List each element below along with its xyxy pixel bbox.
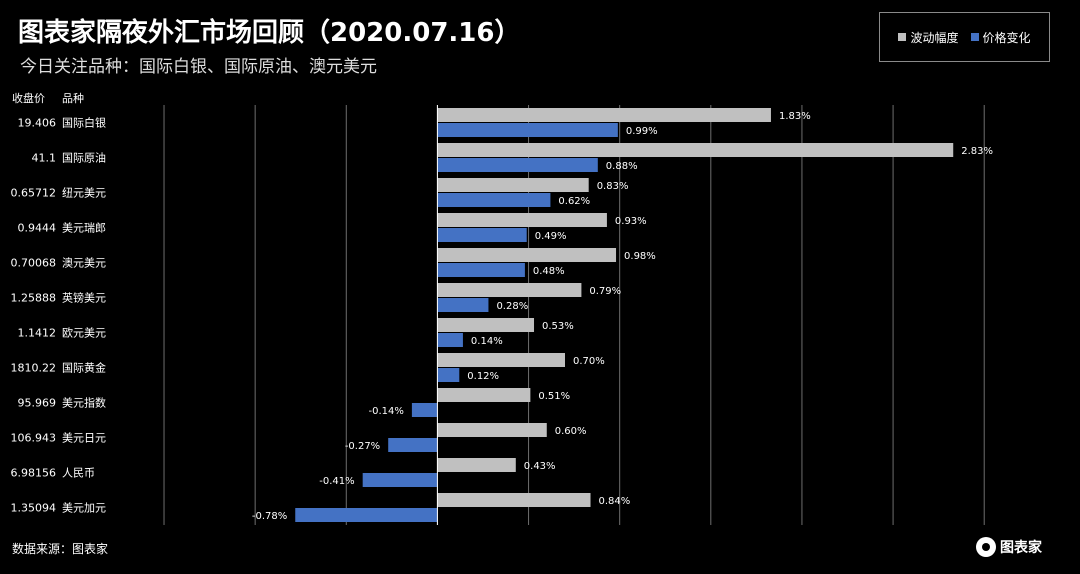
change-bar: [388, 438, 438, 452]
range-bar: [437, 108, 771, 122]
change-bar-label: -0.27%: [345, 441, 380, 452]
range-bar: [437, 213, 607, 227]
category-label: 澳元美元: [62, 257, 106, 270]
change-bar: [362, 473, 438, 487]
category-label: 纽元美元: [62, 186, 106, 200]
range-bar: [437, 143, 954, 157]
change-bar: [295, 508, 438, 522]
range-bar: [437, 353, 565, 367]
legend-item-range: 波动幅度: [898, 29, 959, 46]
closing-price-label: 41.1: [32, 152, 57, 165]
range-bar-label: 0.93%: [615, 216, 647, 227]
brand-logo: 图表家: [976, 537, 1042, 557]
range-bar: [437, 493, 591, 507]
category-label: 国际原油: [62, 151, 106, 165]
category-label: 美元日元: [62, 432, 106, 445]
change-bar-label: 0.48%: [533, 266, 565, 277]
category-label: 美元指数: [62, 396, 106, 410]
logo-icon: [976, 537, 996, 557]
change-bar-label: 0.28%: [496, 301, 528, 312]
change-bar-label: 0.99%: [626, 126, 658, 137]
legend-swatch-change: [970, 33, 979, 41]
closing-price-label: 1810.22: [11, 362, 57, 375]
range-bar: [437, 388, 531, 402]
change-bar: [437, 298, 489, 312]
range-bar-label: 1.83%: [779, 111, 811, 122]
change-bar-label: 0.49%: [535, 231, 567, 242]
category-label: 国际白银: [62, 116, 106, 130]
range-bar: [437, 248, 617, 262]
category-label: 美元加元: [62, 502, 106, 515]
change-bar: [437, 333, 463, 347]
legend-label-range: 波动幅度: [910, 30, 959, 45]
change-bar-label: 0.62%: [558, 196, 590, 207]
legend-label-change: 价格变化: [982, 30, 1031, 45]
range-bar-label: 2.83%: [961, 146, 993, 157]
range-bar: [437, 423, 547, 437]
category-label: 人民币: [62, 467, 95, 480]
closing-price-label: 0.65712: [11, 187, 57, 200]
change-bar-label: -0.14%: [369, 406, 404, 417]
closing-price-label: 0.9444: [18, 222, 57, 235]
change-bar: [437, 263, 525, 277]
category-label: 国际黄金: [62, 361, 106, 375]
closing-price-label: 106.943: [11, 432, 57, 445]
chart-title: 图表家隔夜外汇市场回顾（2020.07.16）: [18, 18, 521, 48]
change-bar-label: 0.12%: [467, 371, 499, 382]
range-bar-label: 0.60%: [555, 426, 587, 437]
change-bar: [437, 368, 460, 382]
range-bar: [437, 178, 589, 192]
range-bar: [437, 458, 516, 472]
category-label: 美元瑞郎: [62, 221, 106, 235]
column-header-price: 收盘价: [12, 92, 45, 105]
change-bar: [437, 123, 618, 137]
change-bar-label: -0.41%: [319, 476, 354, 487]
range-bar-label: 0.98%: [624, 251, 656, 262]
change-bar: [437, 228, 527, 242]
change-bar-label: -0.78%: [252, 511, 287, 522]
legend: 波动幅度 价格变化: [879, 12, 1050, 62]
closing-price-label: 95.969: [18, 397, 57, 410]
range-bar-label: 0.51%: [538, 391, 570, 402]
range-bar-label: 0.53%: [542, 321, 574, 332]
category-label: 欧元美元: [62, 327, 106, 340]
range-bar: [437, 318, 535, 332]
closing-price-label: 0.70068: [11, 257, 57, 270]
legend-item-change: 价格变化: [970, 29, 1031, 46]
data-source: 数据来源：图表家: [12, 542, 109, 556]
change-bar-label: 0.14%: [471, 336, 503, 347]
range-bar-label: 0.70%: [573, 356, 605, 367]
change-bar: [437, 193, 551, 207]
range-bar-label: 0.79%: [589, 286, 621, 297]
change-bar: [437, 158, 598, 172]
range-bar: [437, 283, 582, 297]
change-bar: [411, 403, 438, 417]
range-bar-label: 0.84%: [599, 496, 631, 507]
range-bar-label: 0.43%: [524, 461, 556, 472]
closing-price-label: 19.406: [18, 117, 57, 130]
chart-subtitle: 今日关注品种：国际白银、国际原油、澳元美元: [20, 57, 377, 77]
legend-swatch-range: [898, 33, 907, 41]
closing-price-label: 6.98156: [11, 467, 57, 480]
change-bar-label: 0.88%: [606, 161, 638, 172]
category-label: 英镑美元: [62, 291, 106, 305]
closing-price-label: 1.1412: [18, 327, 57, 340]
column-header-instrument: 品种: [62, 92, 84, 105]
range-bar-label: 0.83%: [597, 181, 629, 192]
closing-price-label: 1.35094: [11, 502, 57, 515]
closing-price-label: 1.25888: [11, 292, 57, 305]
logo-text: 图表家: [1000, 540, 1042, 556]
